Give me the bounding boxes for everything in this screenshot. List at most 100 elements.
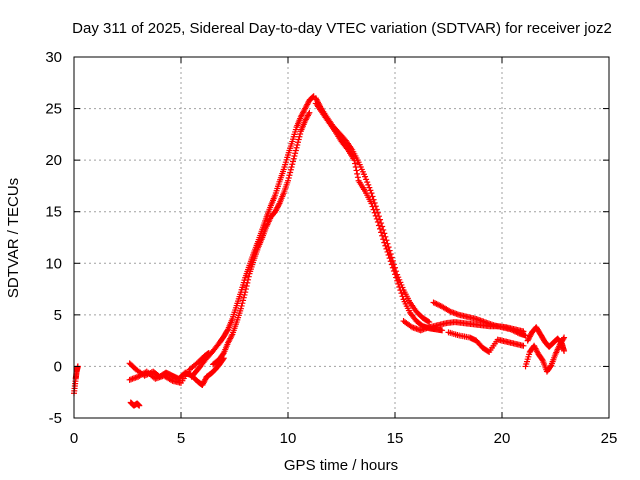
data-point	[372, 212, 379, 219]
data-point	[399, 293, 406, 300]
data-point	[394, 277, 401, 284]
data-point	[368, 200, 375, 207]
data-point	[245, 276, 252, 283]
data-point	[240, 294, 247, 301]
data-point	[343, 145, 350, 152]
data-point	[136, 402, 143, 409]
data-point	[362, 173, 369, 180]
data-point	[364, 179, 371, 186]
data-point	[520, 342, 527, 349]
data-point	[373, 215, 380, 222]
data-point	[245, 273, 252, 280]
data-point	[369, 203, 376, 210]
y-tick-label: 0	[54, 358, 62, 375]
data-point	[238, 302, 245, 309]
data-point	[352, 160, 359, 167]
data-point	[242, 286, 249, 293]
data-point	[354, 174, 361, 181]
data-point	[375, 222, 382, 229]
data-point	[295, 136, 302, 143]
data-point	[289, 161, 296, 168]
data-point	[369, 193, 376, 200]
data-point	[305, 111, 312, 118]
y-tick-label: 25	[45, 101, 62, 118]
y-tick-label: 5	[54, 307, 62, 324]
data-point	[378, 229, 385, 236]
y-tick-label: -5	[49, 410, 62, 427]
data-point	[353, 167, 360, 174]
data-point	[382, 242, 389, 249]
data-point	[293, 144, 300, 151]
data-point	[240, 297, 247, 304]
data-point	[352, 164, 359, 171]
data-point	[380, 236, 387, 243]
y-tick-label: 30	[45, 49, 62, 66]
data-point	[386, 255, 393, 262]
data-point	[292, 150, 299, 157]
data-point	[398, 290, 405, 297]
data-point	[241, 291, 248, 298]
chart-title: Day 311 of 2025, Sidereal Day-to-day VTE…	[72, 20, 612, 37]
data-point	[426, 319, 433, 326]
x-tick-label: 5	[177, 430, 185, 447]
data-point	[561, 334, 568, 341]
data-point	[395, 280, 402, 287]
data-point	[296, 133, 303, 140]
data-point	[294, 139, 301, 146]
data-point	[351, 157, 358, 164]
data-point	[365, 181, 372, 188]
data-point	[297, 131, 304, 138]
data-point	[393, 274, 400, 281]
data-point	[237, 305, 244, 312]
data-point	[289, 158, 296, 165]
data-point	[288, 164, 295, 171]
data-point	[389, 264, 396, 271]
plot-frame	[73, 56, 610, 419]
data-point	[290, 155, 297, 162]
data-point	[294, 142, 301, 149]
data-point	[371, 209, 378, 216]
grid	[74, 57, 609, 418]
data-point	[368, 190, 375, 197]
axis-ticks: 0 5 10 15 20 25 -5 0 5 10 15 20 25 30	[45, 49, 617, 447]
data-point	[561, 347, 568, 354]
x-tick-label: 20	[494, 430, 511, 447]
data-point	[384, 248, 391, 255]
data-point	[285, 175, 292, 182]
data-point	[377, 225, 384, 232]
data-point	[425, 318, 432, 325]
data-point	[439, 327, 446, 334]
x-tick-label: 15	[387, 430, 404, 447]
data-point	[291, 153, 298, 160]
data-point	[367, 187, 374, 194]
data-point	[374, 219, 381, 226]
data-point	[287, 169, 294, 176]
data-point	[306, 109, 313, 116]
x-tick-label: 10	[280, 430, 297, 447]
y-axis-label: SDTVAR / TECUs	[5, 178, 22, 298]
data-point	[243, 282, 250, 289]
data-point	[396, 284, 403, 291]
y-tick-label: 10	[45, 255, 62, 272]
data-point	[286, 172, 293, 179]
data-point	[560, 335, 567, 342]
y-tick-label: 15	[45, 204, 62, 221]
data-point	[370, 206, 377, 213]
x-axis-label: GPS time / hours	[284, 457, 398, 474]
data-point	[309, 93, 316, 100]
data-point	[383, 245, 390, 252]
data-point	[388, 261, 395, 268]
data-point	[275, 201, 282, 208]
data-point	[387, 258, 394, 265]
y-tick-label: 20	[45, 152, 62, 169]
data-point	[379, 232, 386, 239]
data-point	[366, 184, 373, 191]
data-point	[397, 287, 404, 294]
data-point	[392, 271, 398, 278]
data-series	[71, 93, 568, 409]
x-tick-label: 25	[601, 430, 618, 447]
data-point	[363, 176, 370, 183]
x-tick-label: 0	[70, 430, 78, 447]
